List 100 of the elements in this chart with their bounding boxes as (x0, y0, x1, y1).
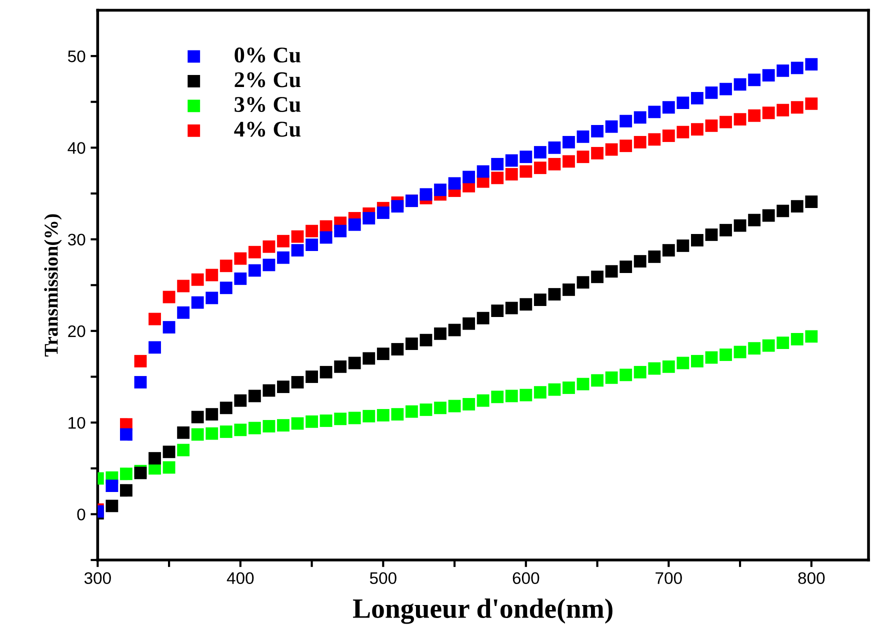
point (348, 218, 361, 231)
point (605, 265, 618, 278)
point (591, 124, 604, 138)
point (177, 280, 190, 292)
x-tick-label: 600 (512, 572, 540, 584)
point (220, 282, 232, 294)
point (206, 427, 218, 440)
point (177, 426, 190, 439)
point (262, 258, 276, 272)
point (206, 268, 218, 282)
point (434, 402, 446, 414)
point (462, 398, 476, 410)
point (605, 120, 618, 133)
point (591, 374, 604, 387)
point (576, 276, 590, 289)
point (406, 338, 418, 350)
y-tick-label: 50 (68, 50, 86, 62)
point (262, 240, 276, 253)
point (634, 111, 646, 124)
point (676, 240, 690, 252)
point (648, 106, 661, 118)
point (762, 339, 775, 352)
point (591, 270, 604, 284)
point (448, 400, 461, 412)
point (306, 224, 318, 238)
point (234, 394, 247, 407)
point (291, 230, 304, 243)
point (448, 177, 461, 190)
point (262, 420, 276, 432)
point (334, 360, 347, 373)
point (277, 419, 290, 432)
point (191, 410, 204, 424)
point (248, 264, 261, 277)
point (734, 113, 746, 126)
point (420, 404, 432, 416)
point (505, 168, 518, 180)
point (134, 376, 147, 388)
point (805, 196, 818, 208)
point (505, 390, 518, 402)
point (620, 114, 632, 128)
point (162, 446, 176, 458)
point (120, 428, 132, 441)
point (534, 162, 546, 174)
point (748, 342, 761, 355)
point (348, 412, 361, 424)
point (462, 170, 476, 184)
point (391, 343, 404, 356)
point (534, 386, 546, 399)
point (462, 317, 476, 330)
point (334, 224, 347, 238)
point (676, 96, 690, 109)
point (348, 356, 361, 370)
point (520, 165, 532, 178)
point (762, 209, 775, 222)
point (262, 384, 276, 397)
point (648, 133, 661, 146)
point (691, 123, 704, 136)
point (776, 64, 790, 77)
point (191, 273, 204, 286)
point (248, 390, 261, 402)
point (562, 136, 575, 148)
point (534, 146, 546, 158)
legend-label: 2% Cu (234, 72, 301, 88)
point (376, 206, 390, 219)
point (720, 82, 732, 96)
point (306, 370, 318, 383)
point (605, 371, 618, 384)
point (177, 306, 190, 319)
x-axis-title: Longueur d'onde(nm) (352, 598, 612, 624)
point (620, 140, 632, 152)
point (162, 290, 176, 304)
point (162, 321, 176, 334)
point (376, 409, 390, 422)
point (476, 165, 490, 178)
point (648, 250, 661, 263)
point (306, 415, 318, 428)
x-tick-label: 300 (84, 572, 111, 584)
point (691, 234, 704, 246)
point (734, 346, 746, 358)
point (776, 204, 790, 218)
point (562, 155, 575, 168)
x-tick-label: 700 (656, 572, 682, 584)
point (277, 251, 290, 264)
point (362, 352, 376, 365)
point (762, 69, 775, 82)
point (805, 330, 818, 343)
point (720, 348, 732, 361)
point (177, 444, 190, 456)
point (734, 78, 746, 91)
point (748, 214, 761, 226)
point (106, 480, 118, 492)
point (277, 234, 290, 248)
point (676, 356, 690, 370)
point (420, 334, 432, 346)
point (291, 417, 304, 430)
point (634, 255, 646, 268)
x-tick-label: 400 (226, 572, 254, 584)
point (491, 158, 504, 170)
point (234, 252, 247, 265)
point (162, 461, 176, 474)
